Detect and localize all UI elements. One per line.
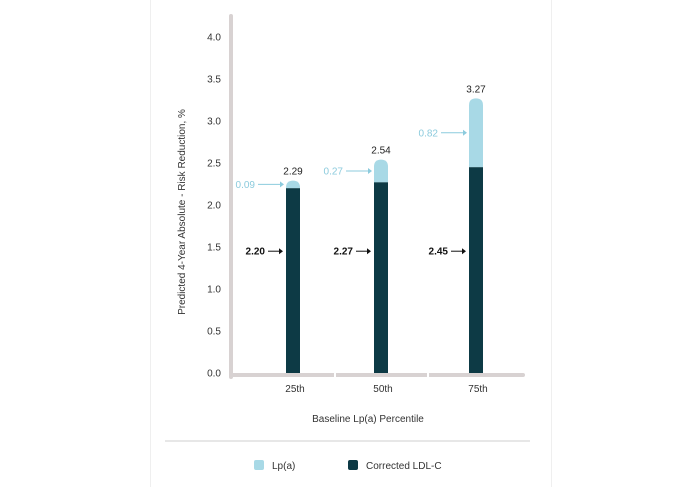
legend-label: Lp(a)	[272, 461, 295, 472]
y-tick-label: 1.0	[207, 285, 221, 296]
y-tick-label: 3.5	[207, 75, 221, 86]
lpa-arrowhead	[368, 167, 372, 174]
bars	[286, 98, 483, 373]
total-label: 2.54	[371, 146, 391, 157]
x-tick-label: 25th	[285, 384, 304, 395]
x-tick-label: 75th	[468, 384, 487, 395]
y-tick-label: 1.5	[207, 243, 221, 254]
total-label: 3.27	[466, 84, 486, 95]
y-tick-label: 0.0	[207, 369, 221, 380]
ldl-arrowhead	[367, 248, 371, 255]
bar-ldl-75th	[469, 167, 483, 373]
x-axis-title: Baseline Lp(a) Percentile	[312, 414, 424, 425]
total-label: 2.29	[283, 167, 303, 178]
x-tick-labels: 25th 50th 75th	[285, 384, 487, 395]
y-axis-title: Predicted 4-Year Absolute - Risk Reducti…	[177, 109, 188, 315]
lpa-arrowhead	[463, 129, 467, 136]
legend-label: Corrected LDL-C	[366, 461, 442, 472]
lpa-arrowhead	[280, 181, 284, 188]
ldl-arrowhead	[462, 248, 466, 255]
chart-panel	[150, 0, 552, 487]
bar-lpa-25th	[286, 180, 300, 189]
data-labels: 2.29 0.09 2.20 2.54 0.27 2.27 3.27 0.82 2.45	[236, 84, 487, 257]
x-tick-label: 50th	[373, 384, 392, 395]
axes	[229, 14, 525, 379]
legend: Lp(a) Corrected LDL-C	[254, 460, 442, 472]
ldl-value-label: 2.27	[334, 247, 354, 258]
ldl-value-label: 2.45	[429, 247, 449, 258]
legend-swatch	[254, 460, 264, 470]
y-tick-label: 3.0	[207, 117, 221, 128]
ldl-arrowhead	[279, 248, 283, 255]
legend-swatch	[348, 460, 358, 470]
lpa-value-label: 0.27	[324, 166, 344, 177]
y-tick-label: 2.0	[207, 201, 221, 212]
lpa-value-label: 0.09	[236, 180, 256, 191]
bar-ldl-25th	[286, 188, 300, 373]
ldl-value-label: 2.20	[246, 247, 266, 258]
y-tick-label: 0.5	[207, 327, 221, 338]
y-tick-labels: 0.0 0.5 1.0 1.5 2.0 2.5 3.0 3.5 4.0	[207, 33, 221, 380]
bar-ldl-50th	[374, 182, 388, 373]
y-tick-label: 4.0	[207, 33, 221, 44]
bar-lpa-50th	[374, 159, 388, 183]
lpa-value-label: 0.82	[419, 128, 439, 139]
y-tick-label: 2.5	[207, 159, 221, 170]
bar-lpa-75th	[469, 98, 483, 168]
